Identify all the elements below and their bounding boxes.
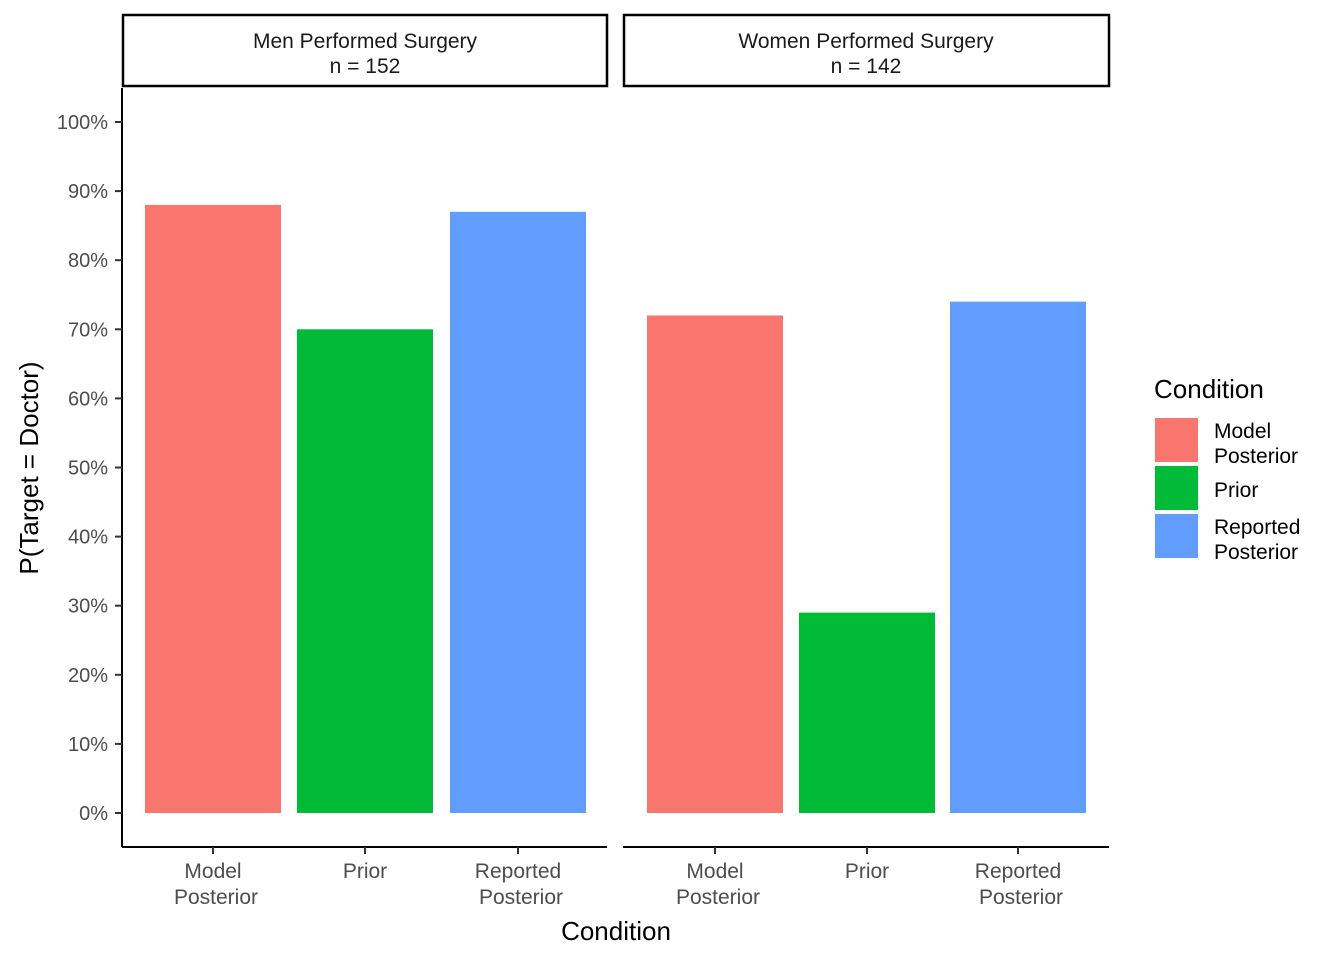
y-tick-label: 20% bbox=[68, 665, 108, 687]
y-tick-label: 100% bbox=[57, 112, 108, 134]
legend-title: Condition bbox=[1154, 374, 1264, 404]
bars-layer bbox=[145, 204, 1086, 814]
facet-strip-men: Men Performed Surgery n = 152 bbox=[121, 13, 609, 88]
y-axis: 0% 10% 20% 30% 40% 50% 60% 70% 80% 90% 100% bbox=[57, 88, 123, 847]
y-tick-label: 10% bbox=[68, 734, 108, 756]
bar-reported-facet-2 bbox=[950, 301, 1086, 813]
x-tick-label: Reported bbox=[975, 860, 1061, 883]
bar-prior-facet-2 bbox=[799, 612, 935, 813]
x-axis-title: Condition bbox=[561, 916, 671, 946]
y-axis-title: P(Target = Doctor) bbox=[14, 361, 44, 574]
x-tick-label: Posterior bbox=[676, 886, 760, 909]
legend-label: Reported bbox=[1214, 516, 1300, 539]
x-tick-label: Model bbox=[686, 860, 743, 883]
y-tick-label: 60% bbox=[68, 388, 108, 410]
x-tick-label: Prior bbox=[343, 860, 387, 883]
y-tick-label: 80% bbox=[68, 250, 108, 272]
legend-key bbox=[1155, 466, 1198, 510]
legend-key bbox=[1155, 514, 1198, 558]
legend-label: Posterior bbox=[1214, 445, 1298, 468]
y-tick-label: 30% bbox=[68, 596, 108, 618]
x-tick-label: Posterior bbox=[479, 886, 563, 909]
bar-model-facet-1 bbox=[145, 204, 281, 814]
y-tick-label: 40% bbox=[68, 527, 108, 549]
y-tick-label: 0% bbox=[79, 803, 108, 825]
legend-label: Posterior bbox=[1214, 541, 1298, 564]
facet-title-women-line2: n = 142 bbox=[831, 55, 902, 78]
legend-key bbox=[1155, 418, 1198, 462]
facet-title-women-line1: Women Performed Surgery bbox=[738, 30, 994, 53]
bar-model-facet-2 bbox=[647, 315, 783, 813]
y-tick-label: 50% bbox=[68, 458, 108, 480]
facet-strip-women: Women Performed Surgery n = 142 bbox=[622, 13, 1111, 88]
legend-label: Prior bbox=[1214, 479, 1258, 502]
bar-prior-facet-1 bbox=[297, 329, 433, 813]
facet-title-men-line2: n = 152 bbox=[330, 55, 401, 78]
x-tick-label: Posterior bbox=[174, 886, 258, 909]
y-tick-label: 90% bbox=[68, 181, 108, 203]
y-tick-label: 70% bbox=[68, 319, 108, 341]
x-tick-label: Reported bbox=[475, 860, 561, 883]
facet-title-men-line1: Men Performed Surgery bbox=[253, 30, 478, 53]
x-tick-label: Model bbox=[184, 860, 241, 883]
x-axes: Model Posterior Prior Reported Posterior Mode… bbox=[122, 846, 1109, 909]
legend-label: Model bbox=[1214, 420, 1271, 443]
x-tick-label: Posterior bbox=[979, 886, 1063, 909]
bar-reported-facet-1 bbox=[450, 211, 586, 813]
x-tick-label: Prior bbox=[845, 860, 889, 883]
legend: Condition Model Posterior Prior Reported P… bbox=[1154, 374, 1300, 564]
